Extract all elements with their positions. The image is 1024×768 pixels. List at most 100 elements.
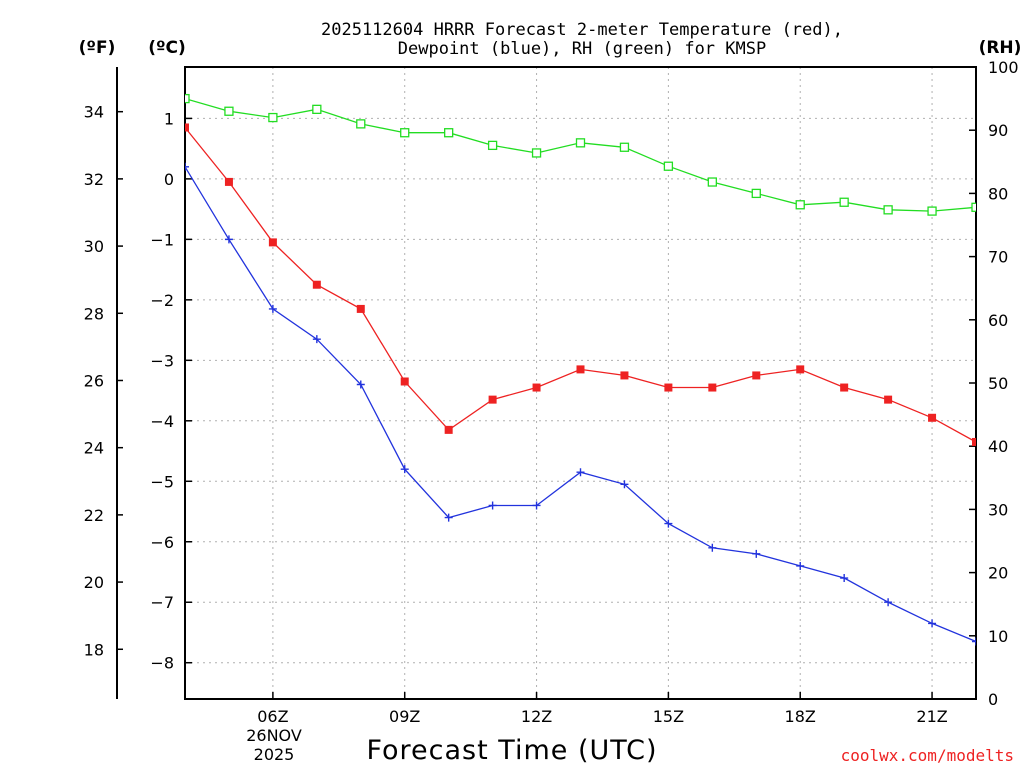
rh-point (444, 128, 454, 138)
rh-point (927, 206, 937, 216)
temperature-point (752, 371, 761, 380)
rh-series-line (185, 97, 976, 212)
rh-tick-label: 70 (988, 248, 1008, 267)
rh-point (400, 128, 410, 138)
fahrenheit-tick-label: 32 (84, 170, 104, 189)
rh-point (185, 93, 190, 104)
temperature-point (928, 413, 937, 422)
fahrenheit-tick-label: 22 (84, 506, 104, 525)
temperature-point (664, 383, 673, 392)
temperature-point (268, 238, 277, 247)
celsius-tick-label: −1 (150, 230, 174, 249)
celsius-unit-label: (ºC) (148, 38, 186, 58)
rh-point (839, 197, 849, 207)
x-tick-label: 21Z (916, 707, 947, 726)
date-label-day: 26NOV (246, 726, 302, 745)
dewpoint-point (752, 549, 761, 558)
temperature-point (620, 371, 629, 380)
celsius-tick-label: −3 (150, 351, 174, 370)
rh-point (883, 205, 893, 215)
fahrenheit-tick-label: 30 (84, 237, 104, 256)
temperature-point (400, 377, 409, 386)
dewpoint-point (532, 501, 541, 510)
dewpoint-point (312, 335, 321, 344)
dewpoint-point (444, 513, 453, 522)
x-tick-label: 18Z (785, 707, 816, 726)
dewpoint-point (224, 235, 233, 244)
x-tick-label: 06Z (257, 707, 288, 726)
dewpoint-point (576, 468, 585, 477)
rh-unit-label: (RH) (979, 38, 1022, 58)
rh-point (268, 112, 278, 123)
rh-point (312, 104, 322, 114)
temperature-series-line (185, 127, 976, 443)
dewpoint-series-line (185, 166, 976, 643)
credit-link[interactable]: coolwx.com/modelts (841, 746, 1014, 765)
rh-tick-label: 30 (988, 500, 1008, 519)
rh-point (971, 202, 976, 212)
chart-title-line-2: Dewpoint (blue), RH (green) for KMSP (398, 39, 766, 59)
celsius-tick-label: −8 (150, 654, 174, 673)
rh-tick-label: 100 (988, 58, 1019, 77)
temperature-point (356, 304, 365, 313)
x-tick-label: 09Z (389, 707, 420, 726)
celsius-tick-label: −7 (150, 593, 174, 612)
dewpoint-point (708, 543, 717, 552)
dewpoint-point (268, 304, 277, 313)
fahrenheit-tick-label: 18 (84, 640, 104, 659)
rh-tick-label: 80 (988, 184, 1008, 203)
dewpoint-point (620, 480, 629, 489)
temperature-point (312, 280, 321, 289)
dewpoint-point (840, 574, 849, 583)
dewpoint-point (488, 501, 497, 510)
rh-point (356, 119, 366, 129)
rh-point (707, 177, 717, 187)
temperature-point (576, 365, 585, 374)
rh-tick-label: 0 (988, 690, 998, 709)
temperature-point (185, 123, 189, 132)
celsius-tick-label: −6 (150, 533, 174, 552)
dewpoint-point (400, 465, 409, 474)
grid-lines (185, 67, 976, 699)
dewpoint-point (796, 561, 805, 570)
temperature-point (972, 437, 976, 446)
temperature-point (444, 425, 453, 434)
temperature-point (532, 383, 541, 392)
tick-labels: 10−1−2−3−4−5−6−7−83432302826242220181009… (84, 58, 1019, 726)
rh-tick-label: 20 (988, 564, 1008, 583)
fahrenheit-tick-label: 26 (84, 371, 104, 390)
dewpoint-point (664, 519, 673, 528)
celsius-tick-label: −4 (150, 412, 174, 431)
rh-tick-label: 60 (988, 311, 1008, 330)
rh-point (795, 200, 805, 210)
fahrenheit-tick-label: 28 (84, 304, 104, 323)
rh-point (751, 188, 761, 199)
dewpoint-point (928, 619, 937, 628)
fahrenheit-unit-label: (ºF) (79, 38, 116, 58)
rh-point (663, 161, 674, 171)
rh-point (487, 140, 498, 151)
temperature-point (488, 395, 497, 404)
dewpoint-point (884, 598, 893, 607)
temperature-point (708, 383, 717, 392)
temperature-point (840, 383, 849, 392)
temperature-point (796, 365, 805, 374)
rh-tick-label: 90 (988, 121, 1008, 140)
x-tick-label: 12Z (521, 707, 552, 726)
dewpoint-point (185, 162, 189, 171)
x-axis-title: Forecast Time (UTC) (366, 735, 657, 766)
celsius-tick-label: 0 (164, 170, 174, 189)
temperature-point (884, 395, 893, 404)
rh-point (531, 148, 542, 158)
x-tick-label: 15Z (653, 707, 684, 726)
fahrenheit-tick-label: 34 (84, 103, 104, 122)
fahrenheit-tick-label: 20 (84, 573, 104, 592)
celsius-tick-label: −5 (150, 472, 174, 491)
dewpoint-point (972, 637, 976, 646)
data-series (185, 93, 976, 646)
date-label-year: 2025 (254, 745, 295, 764)
celsius-tick-label: 1 (164, 109, 174, 128)
rh-tick-label: 10 (988, 627, 1008, 646)
celsius-tick-label: −2 (150, 291, 174, 310)
